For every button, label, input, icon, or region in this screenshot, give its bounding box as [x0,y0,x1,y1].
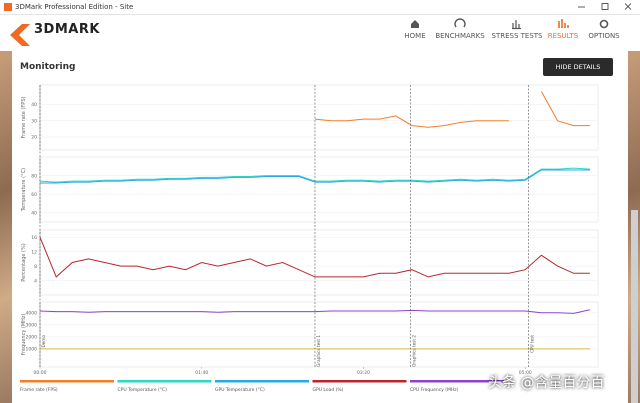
y-tick-label: 3000 [26,323,38,329]
nav-icons [411,18,609,30]
y-tick-label: 40 [31,210,37,216]
nav-item[interactable]: STRESS TESTS [491,32,543,40]
options-icon [599,19,609,29]
x-tick-label: 03:20 [357,370,370,376]
y-axis-label: Temperature (°C) [21,168,27,212]
title-bar-icons [4,3,632,11]
legend-label: CPU Temperature (°C) [118,387,168,393]
y-tick-label: 8 [34,264,37,270]
hide-details-button[interactable]: HIDE DETAILS [543,58,613,76]
series-line [540,91,590,127]
close-button[interactable] [624,3,632,10]
plot-frame [39,84,599,151]
benchmarks-icon [454,18,466,28]
y-tick-label: 30 [31,118,37,124]
nav-item[interactable]: RESULTS [547,32,579,40]
background-art [0,51,12,403]
x-tick-label: 00:00 [34,370,47,376]
y-axis-label: Frame rate (FPS) [21,97,27,139]
x-tick-label: 01:40 [195,370,208,376]
test-marker-label: Graphics test 2 [411,335,416,367]
title-bar: 3DMark Professional Edition - Site [0,0,640,15]
y-tick-label: 12 [31,249,37,255]
window-title: 3DMark Professional Edition - Site [15,3,134,11]
nav-item[interactable]: HOME [404,32,426,40]
legend-swatch [312,380,407,383]
x-tick-label: 05:00 [519,370,532,376]
logo-text: 3DMARK [34,22,100,37]
nav-item[interactable]: OPTIONS [588,32,620,40]
y-tick-label: 4 [34,278,37,284]
results-panel [12,51,628,403]
test-marker-label: CPU test [529,335,534,353]
stress-icon [512,20,521,30]
series-line [39,237,590,278]
legend-label: CPU Frequency (MHz) [410,387,459,393]
legend-label: GPU Load (%) [313,387,344,393]
watermark: 头条 @含量百分百 [488,375,605,391]
y-tick-label: 40 [31,102,37,108]
series-line [314,115,509,128]
legend-label: Frame rate (FPS) [20,387,58,393]
logo-mark [10,24,30,46]
y-tick-label: 2000 [26,335,38,341]
y-tick-label: 60 [31,192,37,198]
y-tick-label: 20 [31,135,37,141]
test-marker-label: Demo [41,335,46,348]
y-tick-label: 1000 [26,347,38,353]
plot-frame [39,229,599,296]
home-icon [411,20,419,28]
y-axis-label: Frequency (MHz) [21,313,27,355]
plot-frame [39,156,599,223]
y-tick-label: 80 [31,173,37,179]
test-marker-label: Graphics test 1 [316,335,321,367]
y-tick-label: 4000 [26,311,38,317]
legend-swatch [410,380,504,383]
nav-item[interactable]: BENCHMARKS [435,32,485,40]
section-title: Monitoring [20,62,76,72]
legend-swatch [117,380,212,383]
series-line [40,169,590,184]
legend-swatch [215,380,309,383]
legend-swatch [20,380,114,383]
logo-flame [10,24,30,46]
maximize-button[interactable] [601,3,609,10]
scrollbar[interactable] [631,210,638,403]
app-icon [4,3,12,11]
results-icon [558,19,569,28]
y-tick-label: 16 [31,235,37,241]
series-line [39,309,591,314]
header: 3DMARK HOME BENCHMARKS STRESS TESTS RESULTS… [0,15,640,51]
y-axis-label: Percentage (%) [21,243,27,281]
legend-label: GPU Temperature (°C) [215,387,265,393]
